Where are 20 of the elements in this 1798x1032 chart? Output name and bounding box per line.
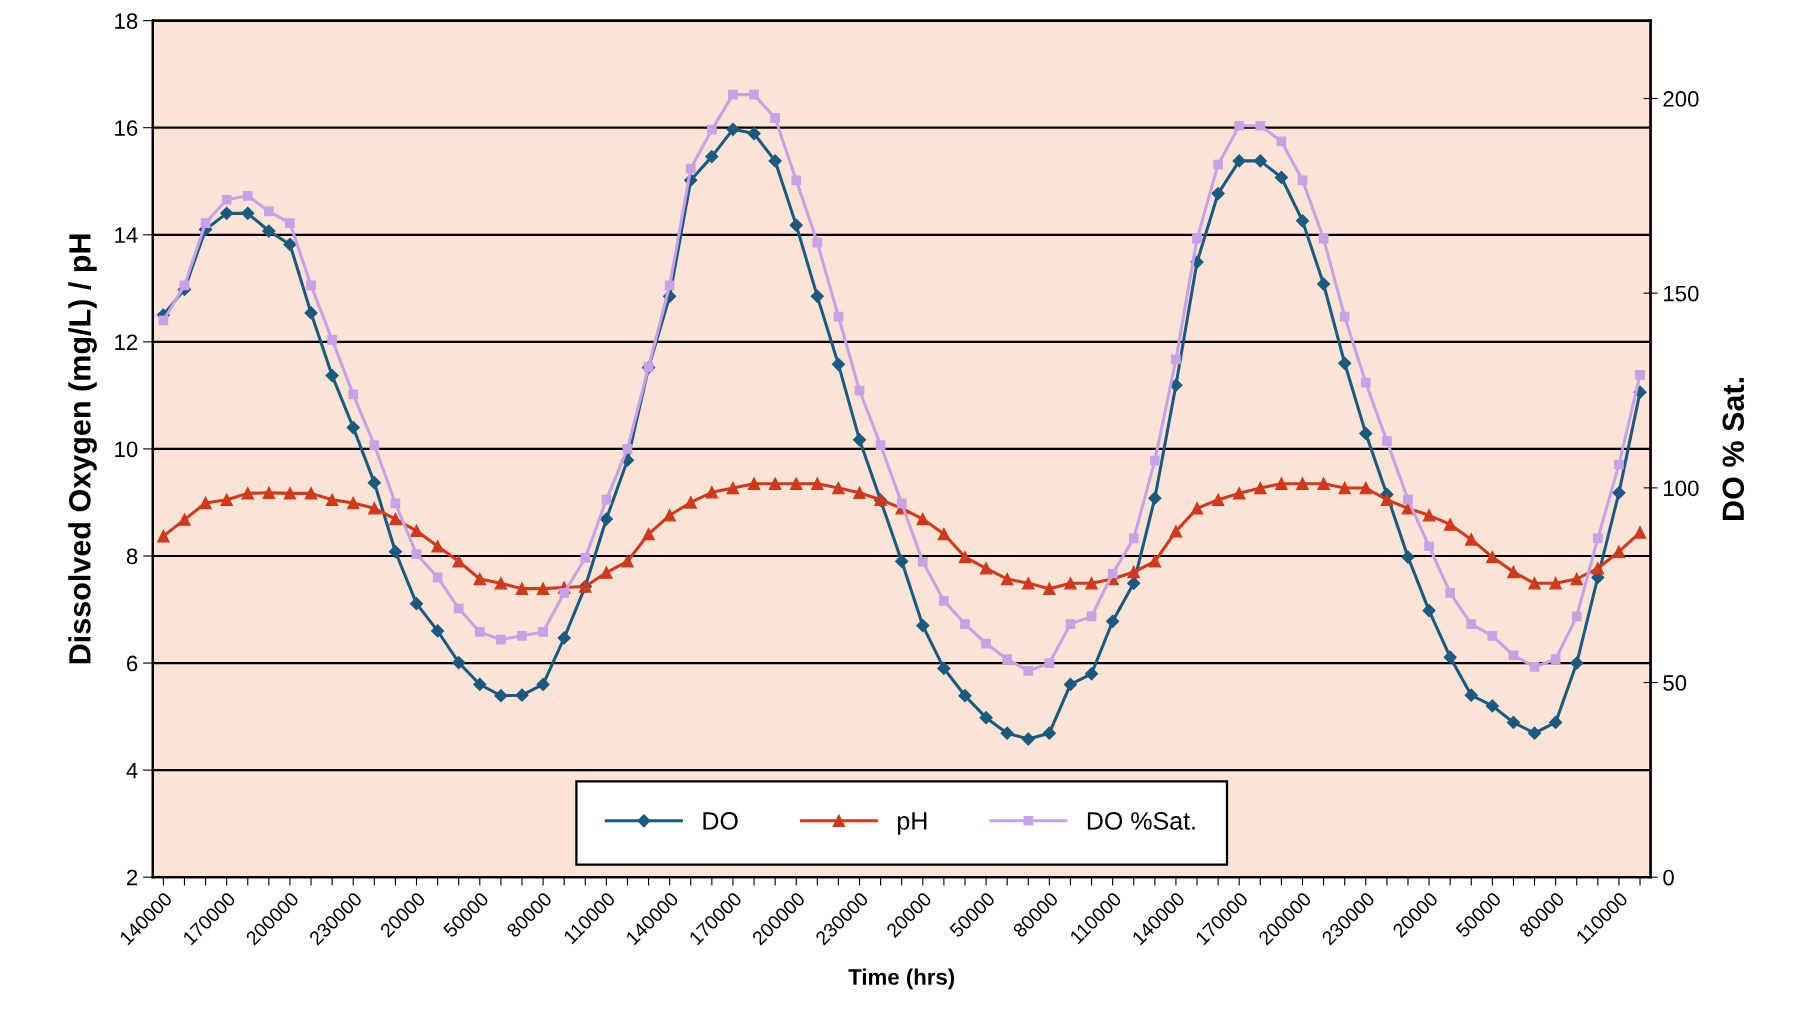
y-tick-label: 18 (115, 13, 138, 29)
legend-label: DO %Sat. (1087, 812, 1195, 830)
legend-label: pH (898, 812, 927, 835)
y-tick-label: 10 (115, 441, 138, 458)
legend-label: DO (703, 812, 738, 830)
y2-tick-label: 50 (1663, 675, 1687, 691)
y2-tick-label: 0 (1663, 869, 1674, 886)
x-axis-title: Time (hrs) (848, 968, 955, 990)
y-tick-label: 8 (126, 548, 138, 565)
y-tick-label: 12 (115, 334, 138, 350)
y-axis-title: Dissolved Oxygen (mg/L) / pH (68, 234, 97, 664)
y2-tick-label: 200 (1663, 91, 1699, 107)
y2-axis-title: DO % Sat. (1722, 378, 1745, 520)
y-tick-label: 2 (127, 869, 138, 886)
y-tick-label: 14 (115, 227, 138, 243)
y-tick-label: 6 (127, 655, 138, 672)
y2-tick-label: 150 (1664, 285, 1699, 302)
y-tick-label: 16 (115, 120, 138, 136)
y-tick-label: 4 (126, 762, 138, 779)
y2-tick-label: 100 (1664, 480, 1699, 497)
